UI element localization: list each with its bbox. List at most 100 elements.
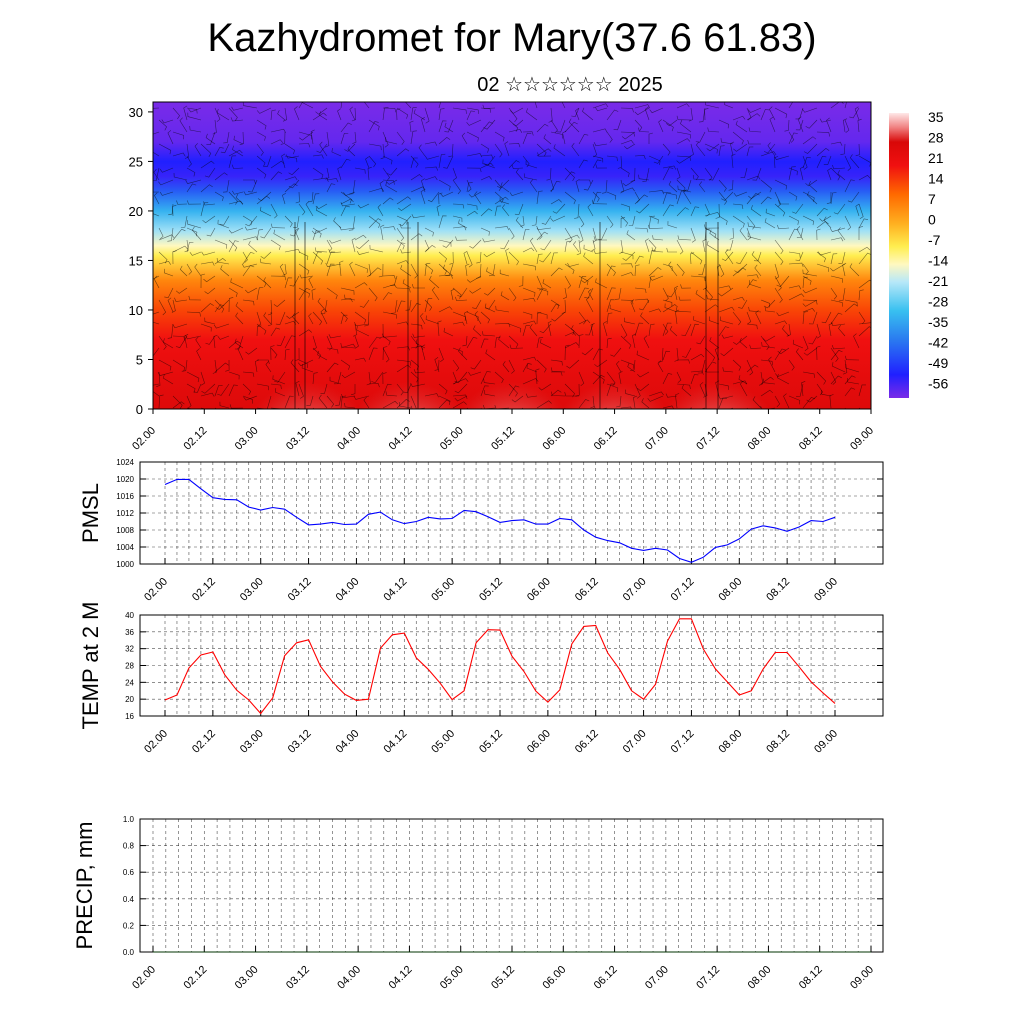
wind-barb: [295, 347, 300, 361]
y-tick-label: 30: [129, 105, 143, 120]
colorbar-label: -35: [928, 314, 948, 330]
wind-barb: [774, 107, 788, 119]
x-tick-label: 07.00: [621, 728, 649, 756]
wind-barb: [153, 321, 160, 325]
wind-barb: [551, 391, 566, 397]
wind-barb: [522, 356, 537, 361]
wind-barb: [828, 322, 833, 337]
wind-barb: [228, 149, 243, 157]
wind-barb: [214, 172, 228, 181]
wind-barb: [480, 176, 492, 181]
wind-barb: [676, 239, 684, 255]
wind-barb: [153, 275, 160, 289]
wind-barb: [216, 257, 230, 265]
wind-barb: [462, 335, 468, 347]
wind-barb: [312, 347, 322, 359]
wind-barb: [690, 374, 699, 385]
wind-barb: [340, 133, 349, 145]
wind-barb: [844, 102, 847, 109]
wind-barb: [620, 251, 634, 260]
wind-barb: [675, 393, 680, 409]
wind-barb: [620, 139, 634, 145]
wind-barb: [606, 191, 617, 200]
wind-barb: [634, 264, 640, 277]
wind-barb: [707, 127, 720, 133]
wind-barb: [764, 218, 776, 229]
wind-barb: [564, 391, 580, 397]
wind-barb: [816, 263, 830, 272]
wind-barb: [452, 179, 461, 195]
wind-barb: [396, 300, 406, 313]
wind-barb: [556, 119, 566, 133]
wind-barb: [230, 278, 244, 289]
wind-barb: [777, 373, 790, 385]
wind-barb: [184, 334, 189, 349]
wind-barb: [591, 199, 608, 205]
wind-barb: [158, 119, 167, 131]
wind-barb: [573, 241, 580, 253]
wind-barb: [153, 151, 160, 157]
y-tick-label: 0.4: [123, 895, 135, 904]
wind-barb: [509, 344, 524, 349]
wind-barb: [396, 227, 405, 242]
wind-barb: [525, 393, 538, 398]
wind-barb: [469, 287, 482, 294]
wind-barb: [760, 389, 773, 397]
wind-barb: [690, 275, 706, 282]
wind-barb: [591, 239, 596, 252]
wind-barb: [833, 203, 846, 215]
colorbar-label: -7: [928, 232, 941, 248]
wind-barb: [582, 107, 594, 121]
wind-barb: [204, 317, 216, 325]
wind-barb: [480, 311, 490, 324]
wind-barb: [592, 191, 600, 203]
wind-barb: [381, 333, 398, 338]
wind-barb: [536, 359, 547, 373]
wind-barb: [188, 295, 202, 301]
wind-barb: [704, 304, 719, 313]
wind-barb: [751, 251, 762, 265]
wind-barb: [551, 311, 566, 322]
wind-barb: [484, 390, 496, 397]
wind-barb: [583, 244, 594, 253]
wind-barb: [340, 311, 348, 323]
colorbar-label: 14: [928, 171, 944, 187]
wind-barb: [282, 192, 286, 205]
wind-barb: [529, 324, 538, 337]
wind-barb: [634, 119, 643, 131]
wind-barb: [442, 264, 454, 277]
wind-barb: [214, 299, 225, 313]
wind-barb: [765, 208, 776, 217]
wind-barb: [340, 287, 355, 295]
wind-barb: [808, 180, 818, 193]
wind-barb: [760, 109, 770, 121]
wind-barb: [382, 311, 397, 319]
wind-barb: [657, 360, 664, 373]
wind-barb: [536, 337, 544, 349]
x-tick-label: 06.00: [525, 728, 553, 756]
wind-barb: [482, 331, 496, 337]
wind-barb: [172, 401, 185, 409]
wind-barb: [536, 143, 547, 157]
wind-barb: [628, 215, 636, 226]
wind-barb: [662, 167, 674, 181]
wind-barb: [550, 267, 563, 277]
wind-barb: [802, 157, 811, 169]
wind-barb: [256, 407, 269, 409]
wind-barb: [643, 335, 650, 349]
wind-barb: [502, 361, 510, 373]
wind-barb: [620, 215, 629, 227]
wind-barb: [523, 173, 538, 181]
x-tick-label: 03.12: [284, 964, 312, 992]
wind-barb: [542, 279, 552, 289]
wind-barb: [708, 167, 720, 181]
wind-barb: [553, 144, 566, 157]
wind-barb: [732, 380, 748, 385]
wind-barb: [653, 155, 664, 164]
colorbar-label: 35: [928, 109, 944, 125]
y-tick-label: 1012: [116, 509, 134, 518]
wind-barb: [634, 227, 649, 233]
wind-barb: [606, 265, 616, 277]
wind-barb: [592, 128, 608, 133]
wind-barb: [157, 371, 174, 376]
